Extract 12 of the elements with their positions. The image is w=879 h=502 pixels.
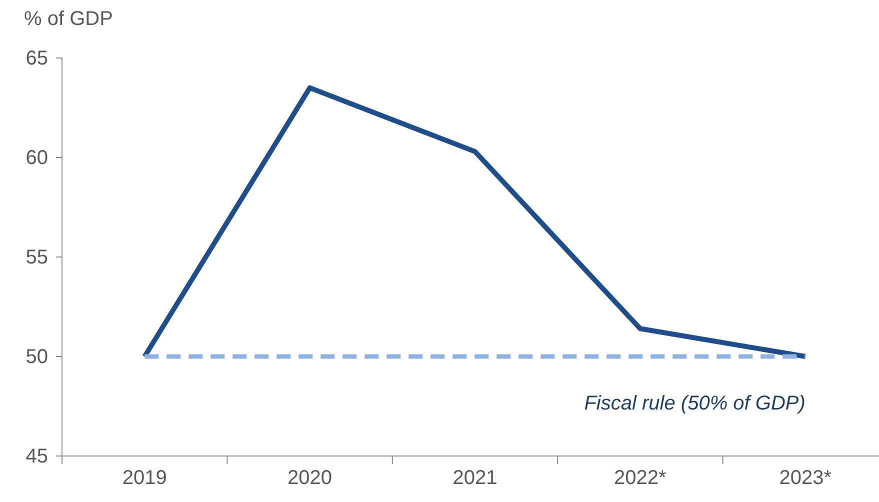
series-label: Fiscal rule (50% of GDP) xyxy=(584,392,806,414)
y-tick-label: 65 xyxy=(26,47,48,70)
y-tick-label: 50 xyxy=(26,346,48,368)
x-tick-label: 2023* xyxy=(779,467,832,490)
y-tick-label: 45 xyxy=(26,445,48,468)
y-tick-label: 60 xyxy=(26,146,48,169)
y-axis-title: % of GDP xyxy=(24,8,113,30)
y-tick-label: 55 xyxy=(26,246,48,268)
x-tick-label: 2019 xyxy=(122,467,167,490)
x-tick-label: 2022* xyxy=(614,467,667,490)
x-tick-label: 2020 xyxy=(288,467,332,490)
x-tick-label: 2021 xyxy=(452,467,498,490)
